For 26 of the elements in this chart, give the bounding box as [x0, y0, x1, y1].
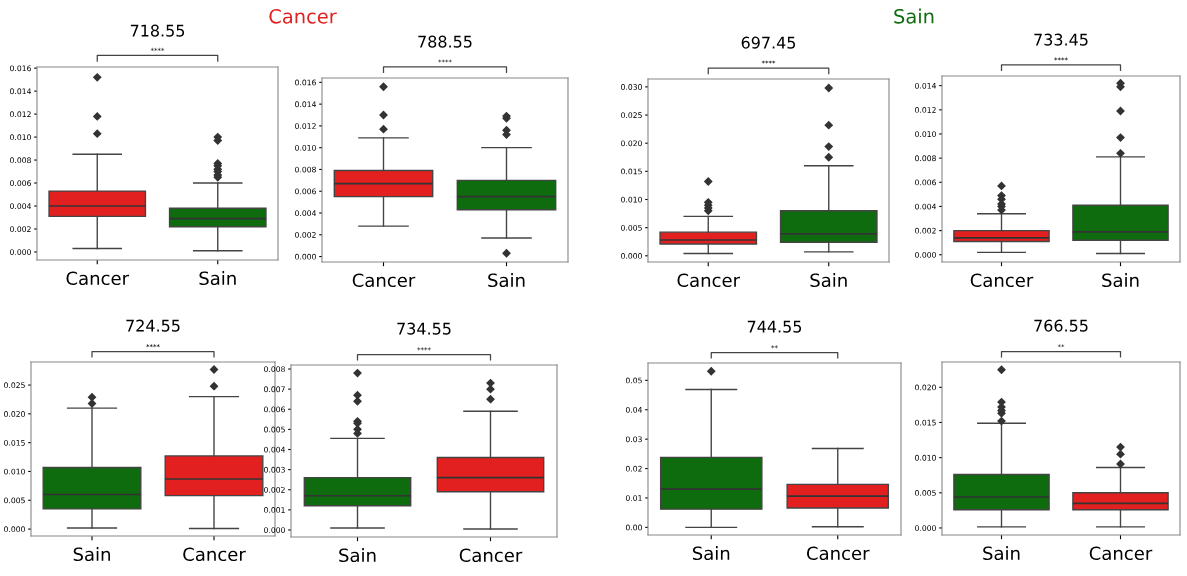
chart-title: 744.55 [747, 320, 802, 333]
chart-title: 788.55 [418, 35, 472, 48]
x-tick-label: Cancer [459, 548, 523, 563]
x-tick-label: Sain [983, 546, 1020, 561]
x-tick-label: Cancer [183, 547, 246, 562]
x-tick-label: Sain [692, 546, 730, 561]
chart-title: 733.45 [1034, 33, 1088, 46]
x-tick-label: Sain [73, 547, 110, 562]
x-tick-label: Cancer [66, 271, 130, 286]
x-tick-label: Sain [1102, 273, 1139, 288]
chart-title: 697.45 [741, 36, 796, 49]
chart-title: 734.55 [397, 322, 451, 335]
chart-title: 724.55 [126, 319, 180, 332]
x-tick-label: Sain [810, 273, 847, 288]
x-tick-label: Cancer [352, 273, 416, 288]
x-tick-label: Sain [199, 271, 236, 286]
chart-title: 766.55 [1034, 319, 1088, 332]
x-tick-label: Cancer [1089, 546, 1153, 561]
x-tick-label: Cancer [677, 273, 741, 288]
x-tick-label: Sain [339, 548, 376, 563]
x-tick-label: Cancer [806, 546, 870, 561]
text: Cancer [269, 8, 337, 24]
text: Sain [894, 8, 934, 24]
x-tick-label: Sain [488, 273, 525, 288]
chart-title: 718.55 [130, 24, 185, 37]
x-tick-label: Cancer [970, 273, 1034, 288]
